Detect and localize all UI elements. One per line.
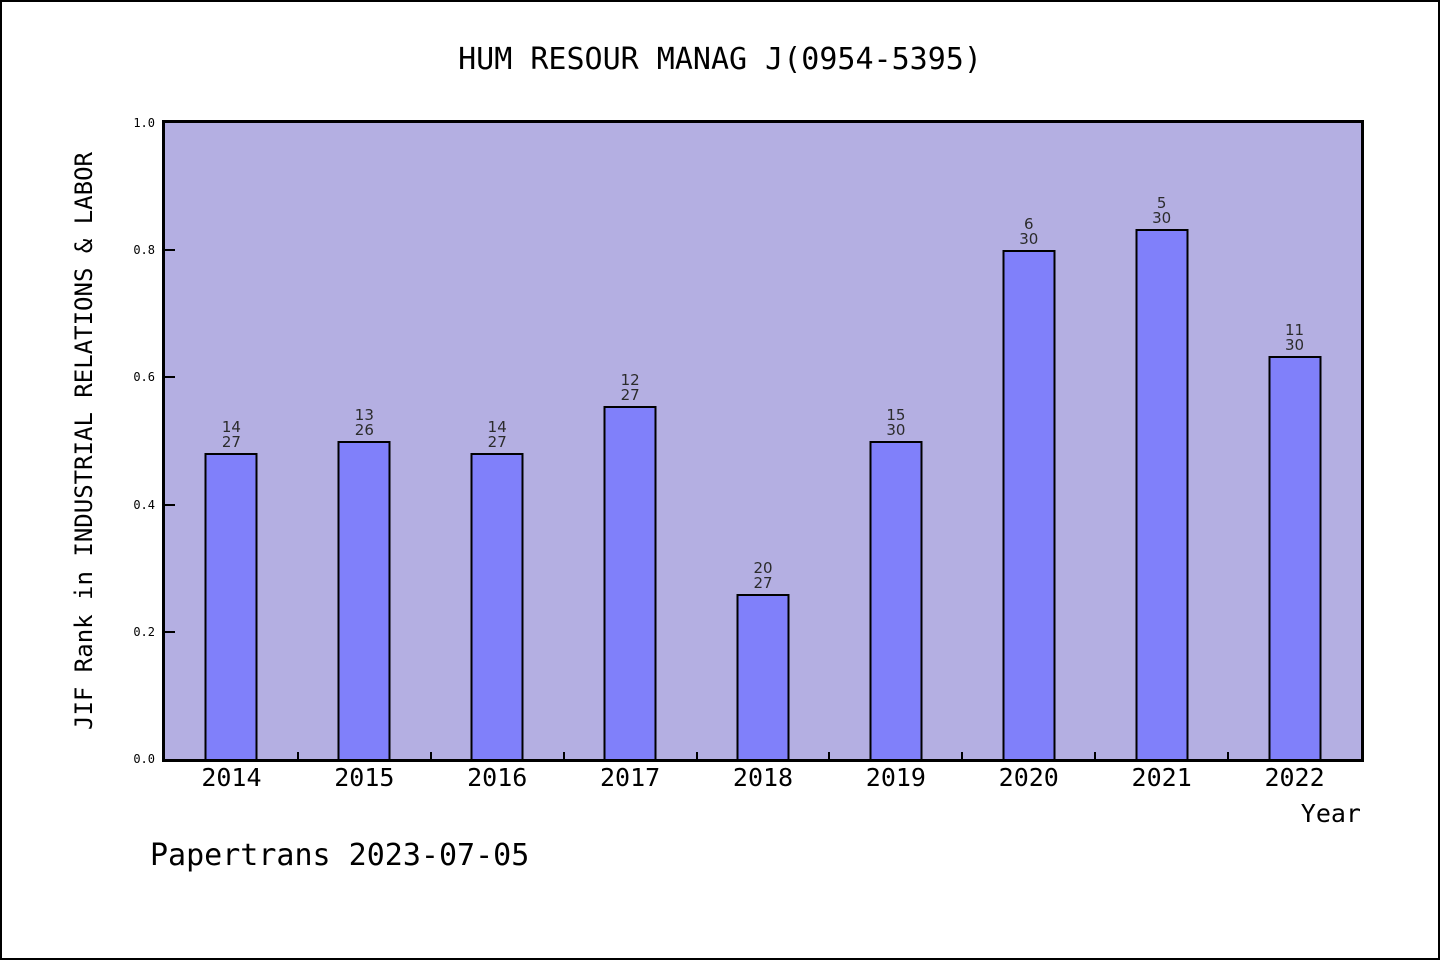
bar-label-total: 30 <box>886 421 906 439</box>
bar-label-total: 30 <box>1285 336 1305 355</box>
x-tick-label: 2021 <box>1131 763 1192 792</box>
y-tick-label: 0.2 <box>133 624 155 639</box>
x-tick-label: 2020 <box>998 763 1059 792</box>
x-minor-tick <box>429 752 432 759</box>
y-tick-label: 0.4 <box>133 497 155 512</box>
plot-area: Year 14 27 2014 13 26 2015 14 27 2016 12 27 2017 20 2… <box>133 117 1364 826</box>
y-tick <box>165 376 175 379</box>
x-minor-tick <box>1227 752 1230 759</box>
bar-label-total: 26 <box>354 421 374 439</box>
x-tick-label: 2022 <box>1264 763 1325 792</box>
bar-value-label: 11 30 <box>1285 323 1304 353</box>
bar-label-total: 27 <box>620 385 640 404</box>
y-tick <box>165 630 175 633</box>
bar-label-rank: 12 <box>620 370 640 389</box>
bar <box>204 452 258 759</box>
bar-value-label: 15 30 <box>886 408 905 438</box>
bar <box>1268 356 1322 759</box>
y-tick-label: 0.8 <box>133 243 155 258</box>
bar <box>736 594 790 759</box>
footer-text: Papertrans 2023-07-05 <box>150 838 530 873</box>
y-tick-label: 1.0 <box>133 116 155 130</box>
bar-value-label: 12 27 <box>620 370 640 404</box>
bar-label-total: 30 <box>1019 230 1039 249</box>
bar-value-label: 5 30 <box>1152 196 1171 226</box>
bar-label-rank: 11 <box>1285 321 1305 340</box>
y-tick <box>165 249 175 252</box>
bar-value-label: 20 27 <box>753 561 772 591</box>
bar-label-total: 27 <box>487 432 507 451</box>
bar <box>337 441 391 759</box>
bar <box>470 452 524 759</box>
bar-label-rank: 6 <box>1023 215 1034 234</box>
x-tick-label: 2019 <box>865 763 926 792</box>
y-tick <box>165 503 175 506</box>
x-minor-tick <box>296 752 299 759</box>
x-tick-label: 2015 <box>334 763 395 792</box>
bar-label-rank: 13 <box>354 406 374 424</box>
x-minor-tick <box>695 752 698 759</box>
x-minor-tick <box>1094 752 1097 759</box>
x-minor-tick <box>961 752 964 759</box>
y-tick-label: 0.6 <box>133 370 155 385</box>
bar <box>1002 250 1056 759</box>
bar-label-rank: 15 <box>886 406 906 424</box>
bar-label-rank: 14 <box>221 417 241 436</box>
bar-label-rank: 20 <box>753 559 773 578</box>
chart-title: HUM RESOUR MANAG J(0954-5395) <box>458 42 982 77</box>
bar <box>869 441 923 759</box>
x-minor-tick <box>562 752 565 759</box>
x-tick-label: 2014 <box>201 763 262 792</box>
x-tick-label: 2016 <box>467 763 528 792</box>
y-axis-label: JIF Rank in INDUSTRIAL RELATIONS & LABOR <box>70 152 98 730</box>
bar-value-label: 13 26 <box>355 408 374 438</box>
bar-label-rank: 5 <box>1156 194 1167 213</box>
bar <box>603 405 657 759</box>
y-tick-label: 0.0 <box>133 752 155 766</box>
bar-value-label: 14 27 <box>221 417 241 451</box>
bar-value-label: 14 27 <box>487 417 507 451</box>
x-axis-title: Year <box>1300 799 1361 828</box>
bar-label-total: 27 <box>753 574 773 593</box>
bar-label-total: 27 <box>221 432 241 451</box>
bar-label-total: 30 <box>1152 209 1172 228</box>
bar-value-label: 6 30 <box>1019 217 1038 247</box>
bar <box>1135 229 1189 759</box>
x-minor-tick <box>828 752 831 759</box>
x-tick-label: 2017 <box>600 763 661 792</box>
x-tick-label: 2018 <box>732 763 794 792</box>
bar-label-rank: 14 <box>487 417 507 436</box>
